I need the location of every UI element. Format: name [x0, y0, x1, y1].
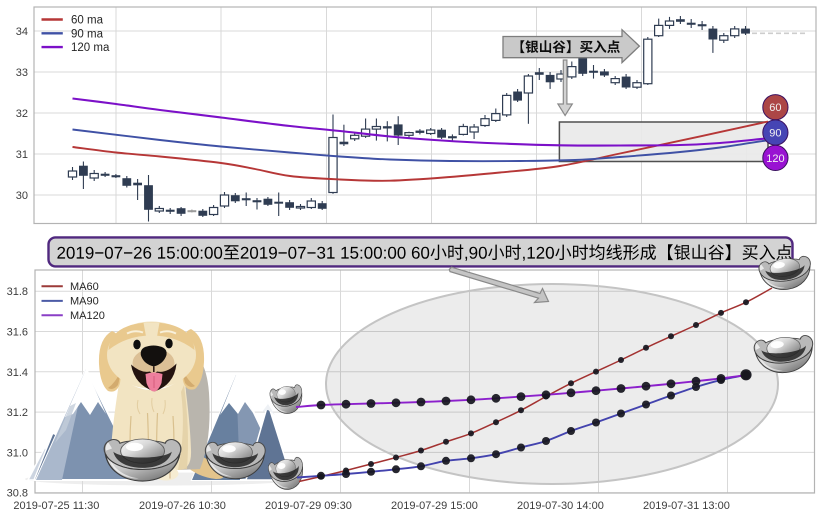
svg-text:32: 32 [16, 108, 28, 120]
svg-text:120 ma: 120 ma [71, 42, 110, 54]
svg-text:31: 31 [16, 149, 28, 161]
svg-text:90: 90 [769, 127, 781, 139]
svg-text:2019-07-26 10:30: 2019-07-26 10:30 [139, 500, 226, 512]
svg-text:60: 60 [769, 102, 781, 114]
svg-text:31.6: 31.6 [7, 327, 28, 339]
svg-text:MA120: MA120 [70, 310, 105, 322]
svg-text:MA90: MA90 [70, 296, 99, 308]
svg-text:30.8: 30.8 [7, 488, 28, 500]
svg-text:2019-07-29 09:30: 2019-07-29 09:30 [265, 500, 352, 512]
svg-text:31.4: 31.4 [7, 367, 28, 379]
svg-text:33: 33 [16, 67, 28, 79]
svg-text:30: 30 [16, 190, 28, 202]
svg-text:31.8: 31.8 [7, 286, 28, 298]
svg-text:2019-07-29 15:00: 2019-07-29 15:00 [391, 500, 478, 512]
svg-text:2019-07-31 13:00: 2019-07-31 13:00 [643, 500, 730, 512]
svg-text:120: 120 [766, 153, 784, 165]
svg-text:34: 34 [16, 26, 28, 38]
svg-text:2019-07-30 14:00: 2019-07-30 14:00 [517, 500, 604, 512]
svg-text:2019-07-25 11:30: 2019-07-25 11:30 [13, 500, 99, 512]
svg-text:MA60: MA60 [70, 281, 99, 293]
svg-text:31.2: 31.2 [7, 407, 28, 419]
svg-text:60 ma: 60 ma [71, 15, 104, 27]
svg-text:90 ma: 90 ma [71, 28, 104, 40]
svg-text:31.0: 31.0 [7, 447, 28, 459]
